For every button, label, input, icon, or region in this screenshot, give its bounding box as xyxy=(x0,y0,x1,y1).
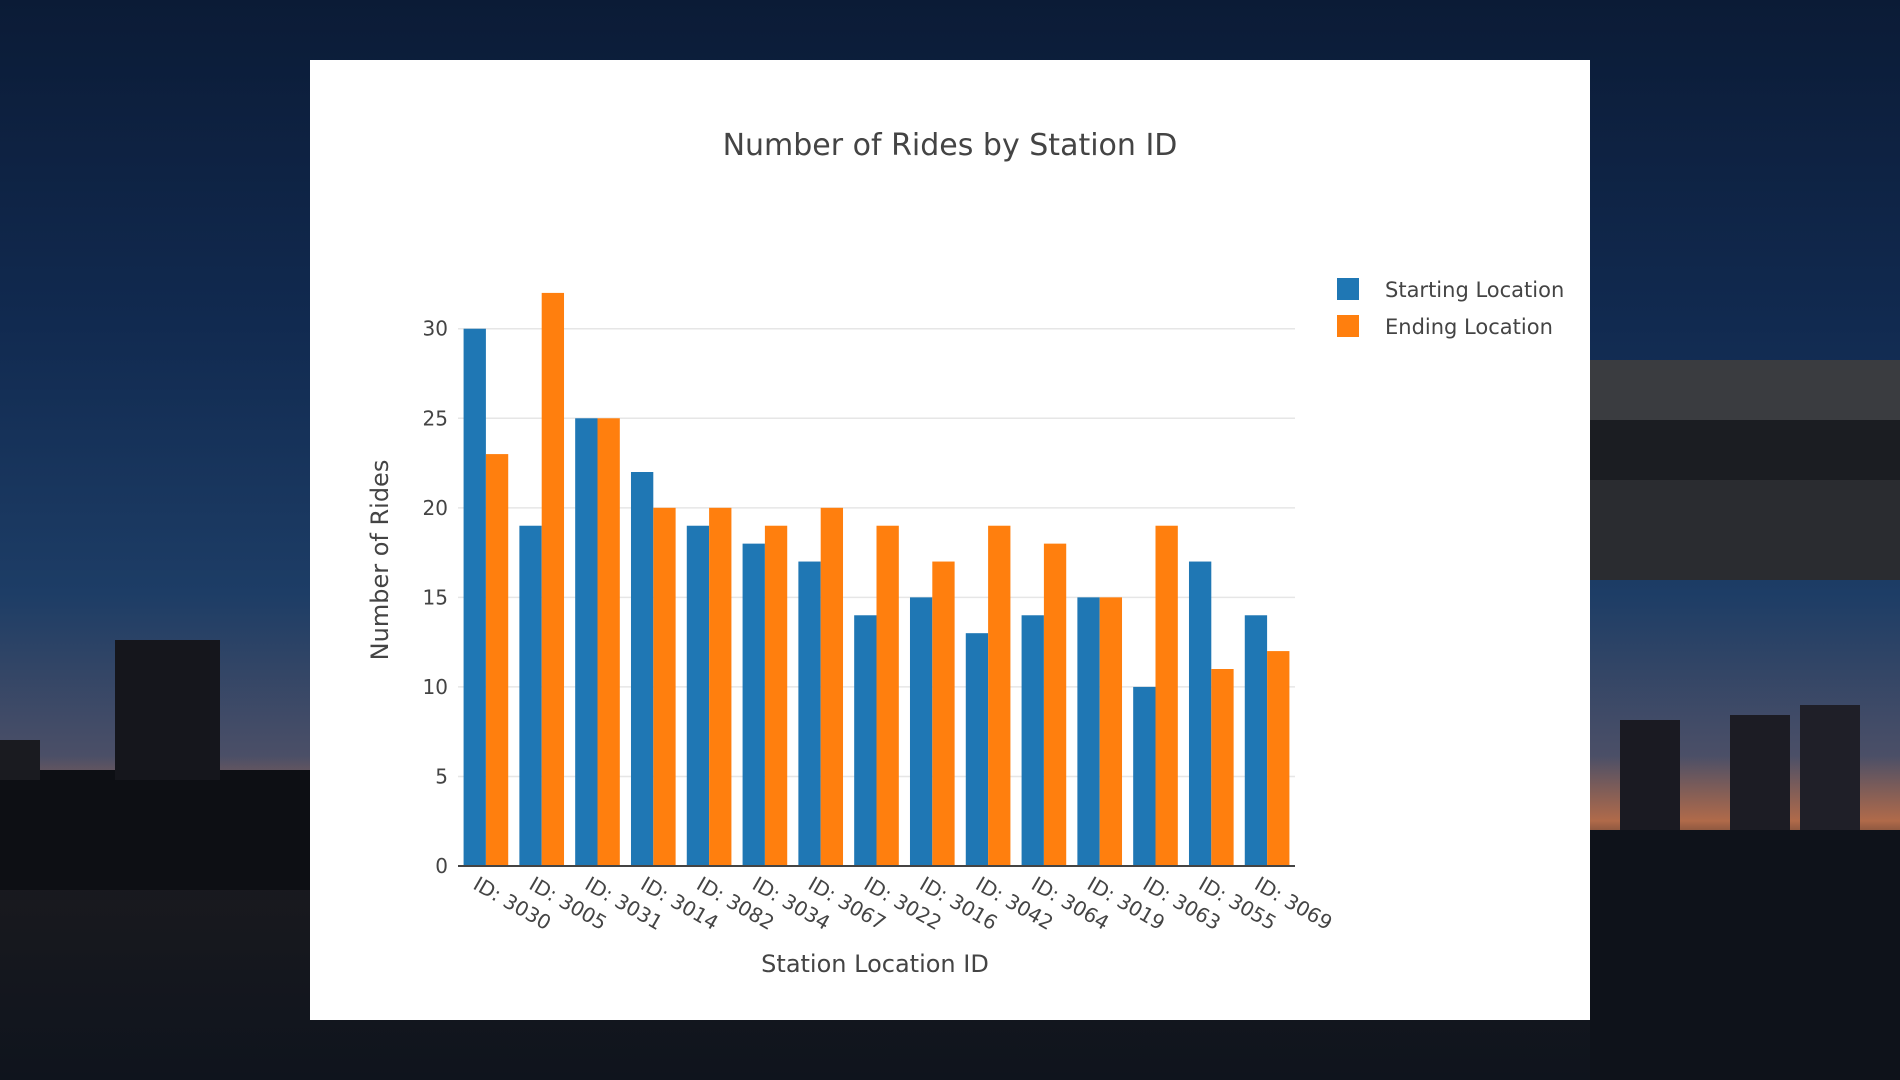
bar-starting-4[interactable] xyxy=(686,525,710,866)
bar-ending-4[interactable] xyxy=(709,507,732,866)
bar-ending-7[interactable] xyxy=(876,525,899,866)
bar-ending-12[interactable] xyxy=(1155,525,1178,866)
y-tick-label: 0 xyxy=(435,854,448,878)
bar-ending-5[interactable] xyxy=(764,525,788,866)
bar-starting-7[interactable] xyxy=(854,615,877,866)
y-tick-label: 10 xyxy=(423,675,448,699)
legend[interactable]: Starting Location Ending Location xyxy=(1337,278,1564,339)
bar-ending-6[interactable] xyxy=(820,507,844,866)
y-tick-label: 15 xyxy=(423,585,448,609)
bar-starting-10[interactable] xyxy=(1021,615,1044,866)
bar-ending-14[interactable] xyxy=(1267,651,1290,866)
legend-swatch-0[interactable] xyxy=(1337,278,1359,300)
y-tick-label: 5 xyxy=(435,764,448,788)
legend-swatch-1[interactable] xyxy=(1337,315,1359,337)
legend-label-0[interactable]: Starting Location xyxy=(1385,278,1564,302)
chart-card: 0 5 10 15 20 25 30 ID: 3030 ID: 3005 ID: 3031 ID:… xyxy=(310,60,1590,1020)
bar-ending-0[interactable] xyxy=(485,454,509,866)
bar-ending-9[interactable] xyxy=(988,525,1011,866)
bar-starting-11[interactable] xyxy=(1077,597,1100,866)
chart-title: Number of Rides by Station ID xyxy=(723,128,1178,163)
x-axis-title: Station Location ID xyxy=(761,950,989,978)
bar-starting-6[interactable] xyxy=(798,561,821,866)
bar-starting-12[interactable] xyxy=(1133,686,1156,866)
bar-ending-3[interactable] xyxy=(653,507,676,866)
y-axis-title: Number of Rides xyxy=(366,460,394,661)
y-tick-label: 30 xyxy=(423,317,448,341)
bar-starting-2[interactable] xyxy=(575,418,598,866)
legend-label-1[interactable]: Ending Location xyxy=(1385,315,1553,339)
y-tick-label: 25 xyxy=(423,406,448,430)
bar-ending-1[interactable] xyxy=(541,292,565,867)
bar-ending-2[interactable] xyxy=(597,418,620,866)
bar-starting-1[interactable] xyxy=(519,525,542,866)
bar-ending-11[interactable] xyxy=(1099,597,1123,866)
bar-starting-0[interactable] xyxy=(463,328,486,866)
bar-ending-8[interactable] xyxy=(932,561,955,866)
bar-starting-9[interactable] xyxy=(965,633,989,866)
y-tick-labels: 0 5 10 15 20 25 30 xyxy=(423,317,448,878)
bar-starting-5[interactable] xyxy=(742,543,765,866)
bars xyxy=(463,292,1290,867)
bar-ending-10[interactable] xyxy=(1043,543,1067,866)
bar-starting-13[interactable] xyxy=(1188,561,1212,866)
bar-starting-14[interactable] xyxy=(1244,615,1268,866)
bar-ending-13[interactable] xyxy=(1211,669,1234,866)
bar-starting-3[interactable] xyxy=(630,472,654,866)
y-tick-label: 20 xyxy=(423,496,448,520)
bar-starting-8[interactable] xyxy=(909,597,933,866)
